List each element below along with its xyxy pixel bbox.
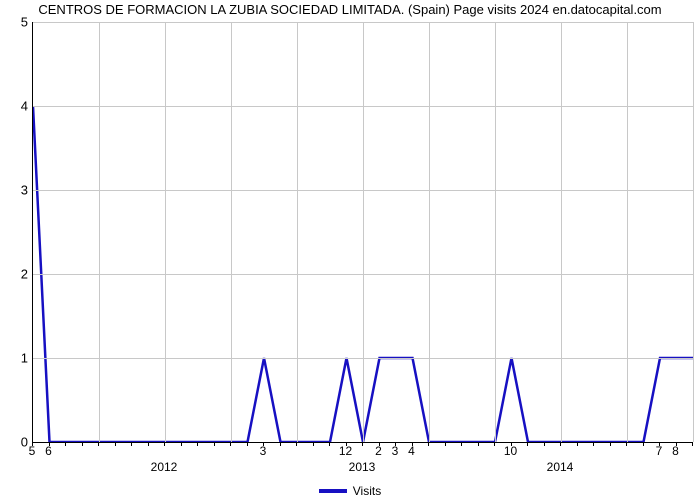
x-month-label: 6 xyxy=(45,444,52,458)
x-minor-tick xyxy=(98,442,99,446)
gridline-v xyxy=(561,22,562,442)
x-minor-tick xyxy=(197,442,198,446)
x-month-label: 7 xyxy=(656,444,663,458)
gridline-v xyxy=(231,22,232,442)
x-minor-tick xyxy=(329,442,330,446)
y-tick-label: 4 xyxy=(4,99,28,114)
x-minor-tick xyxy=(164,442,165,446)
gridline-v xyxy=(297,22,298,442)
x-month-label: 4 xyxy=(408,444,415,458)
x-month-label: 8 xyxy=(672,444,679,458)
x-minor-tick xyxy=(131,442,132,446)
x-minor-tick xyxy=(643,442,644,446)
x-minor-tick xyxy=(214,442,215,446)
y-tick-label: 2 xyxy=(4,267,28,282)
x-month-label: 2 xyxy=(375,444,382,458)
x-minor-tick xyxy=(115,442,116,446)
x-minor-tick xyxy=(230,442,231,446)
gridline-v xyxy=(165,22,166,442)
x-minor-tick xyxy=(560,442,561,446)
chart-title: CENTROS DE FORMACION LA ZUBIA SOCIEDAD L… xyxy=(0,2,700,17)
x-month-label: 10 xyxy=(504,444,517,458)
x-month-label: 3 xyxy=(260,444,267,458)
x-minor-tick xyxy=(461,442,462,446)
y-tick-label: 3 xyxy=(4,183,28,198)
x-year-label: 2012 xyxy=(151,460,178,474)
legend-swatch xyxy=(319,489,347,493)
x-minor-tick xyxy=(247,442,248,446)
gridline-v xyxy=(693,22,694,442)
x-minor-tick xyxy=(577,442,578,446)
x-minor-tick xyxy=(626,442,627,446)
x-minor-tick xyxy=(313,442,314,446)
x-minor-tick xyxy=(65,442,66,446)
x-minor-tick xyxy=(478,442,479,446)
gridline-v xyxy=(363,22,364,442)
x-year-label: 2014 xyxy=(547,460,574,474)
x-minor-tick xyxy=(428,442,429,446)
x-minor-tick xyxy=(593,442,594,446)
x-year-label: 2013 xyxy=(349,460,376,474)
x-month-label: 12 xyxy=(339,444,352,458)
x-minor-tick xyxy=(362,442,363,446)
x-minor-tick xyxy=(445,442,446,446)
x-minor-tick xyxy=(527,442,528,446)
x-minor-tick xyxy=(82,442,83,446)
x-month-label: 3 xyxy=(392,444,399,458)
legend-label: Visits xyxy=(353,484,381,498)
gridline-v xyxy=(495,22,496,442)
x-month-label: 5 xyxy=(29,444,36,458)
gridline-v xyxy=(429,22,430,442)
y-tick-label: 5 xyxy=(4,15,28,30)
legend: Visits xyxy=(0,483,700,498)
x-minor-tick xyxy=(280,442,281,446)
x-minor-tick xyxy=(148,442,149,446)
x-minor-tick xyxy=(181,442,182,446)
x-minor-tick xyxy=(494,442,495,446)
x-minor-tick xyxy=(296,442,297,446)
y-tick-label: 0 xyxy=(4,435,28,450)
gridline-v xyxy=(99,22,100,442)
y-tick-label: 1 xyxy=(4,351,28,366)
x-minor-tick xyxy=(610,442,611,446)
x-minor-tick xyxy=(544,442,545,446)
x-minor-tick xyxy=(692,442,693,446)
chart-container: CENTROS DE FORMACION LA ZUBIA SOCIEDAD L… xyxy=(0,0,700,500)
plot-area xyxy=(32,22,693,443)
gridline-v xyxy=(627,22,628,442)
